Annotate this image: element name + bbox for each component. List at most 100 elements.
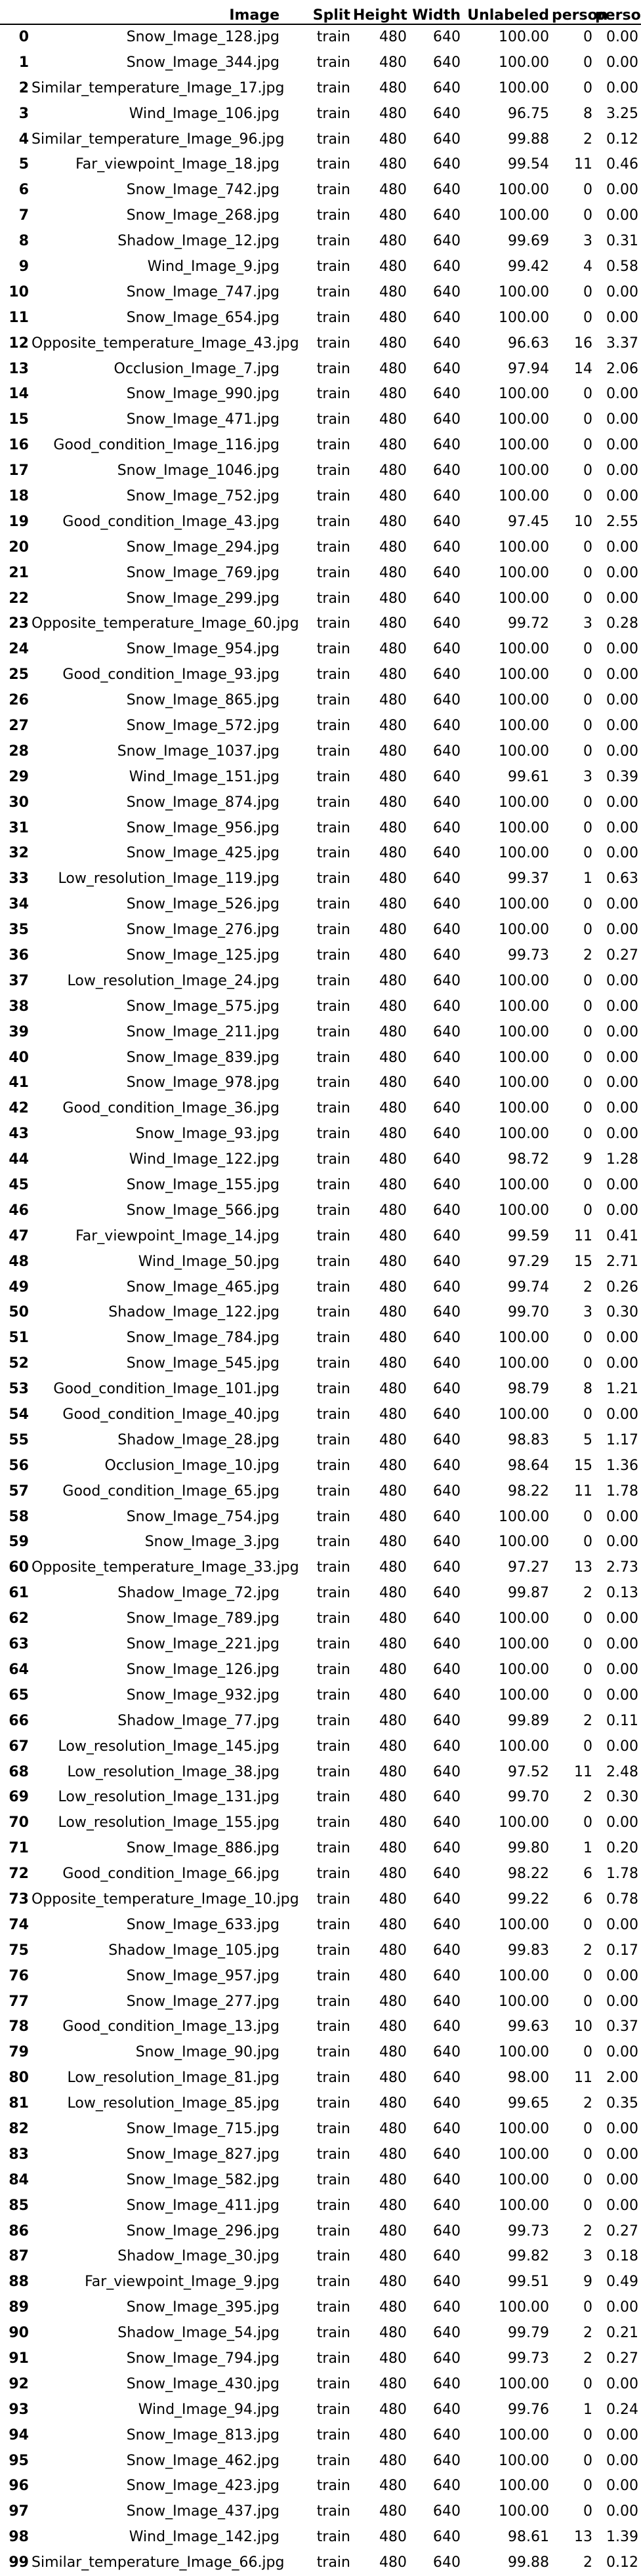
cell-width: 640 [433,1866,461,1883]
cell-image: Shadow_Image_77.jpg [117,1712,279,1729]
cell-width: 640 [433,105,461,122]
cell-person-count: 2 [583,1278,592,1296]
cell-person-percent: 0.00 [606,29,638,46]
cell-person-count: 0 [583,386,592,403]
cell-person-count: 2 [583,2222,592,2239]
cell-unlabeled: 99.89 [508,1712,549,1729]
cell-person-percent: 0.00 [606,1508,638,1525]
cell-unlabeled: 100.00 [499,2197,549,2214]
cell-width: 640 [433,54,461,71]
cell-person-count: 0 [583,845,592,862]
cell-split: train [316,513,350,530]
cell-split: train [316,233,350,250]
cell-unlabeled: 98.79 [508,1381,549,1398]
cell-unlabeled: 100.00 [499,1967,549,1984]
cell-split: train [316,283,350,300]
cell-unlabeled: 100.00 [499,79,549,96]
table-row: 20 Snow_Image_294.jpg train 480 640 100.00 0 0.… [0,535,641,560]
table-row: 1 Snow_Image_344.jpg train 480 640 100.00 0 0.0… [0,50,641,75]
cell-person-count: 0 [583,2503,592,2520]
row-index: 71 [9,1840,29,1857]
cell-unlabeled: 97.45 [508,513,549,530]
cell-unlabeled: 100.00 [499,1661,549,1678]
row-index: 48 [9,1253,29,1270]
cell-height: 480 [379,2120,407,2137]
cell-height: 480 [379,437,407,454]
cell-image: Wind_Image_106.jpg [129,105,279,122]
cell-width: 640 [433,1993,461,2010]
row-index: 68 [9,1763,29,1780]
cell-height: 480 [379,2274,407,2291]
cell-unlabeled: 97.29 [508,1253,549,1270]
table-row: 86 Snow_Image_296.jpg train 480 640 99.73 2 0.2… [0,2218,641,2244]
cell-unlabeled: 99.51 [508,2274,549,2291]
cell-person-percent: 0.00 [606,309,638,326]
cell-height: 480 [379,666,407,684]
row-index: 49 [9,1278,29,1296]
cell-image: Opposite_temperature_Image_33.jpg [31,1559,299,1576]
cell-image: Snow_Image_296.jpg [126,2222,279,2239]
cell-unlabeled: 99.72 [508,615,549,632]
cell-height: 480 [379,922,407,939]
row-index: 69 [9,1789,29,1806]
cell-image: Snow_Image_813.jpg [126,2426,279,2443]
cell-person-count: 0 [583,29,592,46]
cell-split: train [316,131,350,148]
table-row: 83 Snow_Image_827.jpg train 480 640 100.00 0 0.… [0,2142,641,2167]
cell-split: train [316,922,350,939]
table-row: 40 Snow_Image_839.jpg train 480 640 100.00 0 0.… [0,1045,641,1071]
row-index: 84 [9,2171,29,2188]
cell-split: train [316,1712,350,1729]
cell-width: 640 [433,1687,461,1704]
cell-person-count: 10 [574,513,592,530]
row-index: 5 [18,156,29,173]
cell-height: 480 [379,207,407,224]
cell-height: 480 [379,29,407,46]
cell-split: train [316,2248,350,2265]
row-index: 22 [9,590,29,607]
cell-unlabeled: 100.00 [499,1610,549,1627]
cell-unlabeled: 99.74 [508,1278,549,1296]
header-row: Image Split Height Width Unlabeled perso… [0,0,641,25]
cell-unlabeled: 100.00 [499,1916,549,1933]
cell-person-count: 0 [583,564,592,581]
table-row: 64 Snow_Image_126.jpg train 480 640 100.00 0 0.… [0,1657,641,1683]
cell-width: 640 [433,1253,461,1270]
cell-width: 640 [433,870,461,888]
cell-person-count: 0 [583,972,592,989]
cell-person-percent: 1.39 [606,2529,638,2546]
row-index: 31 [9,819,29,836]
row-index: 92 [9,2375,29,2392]
row-index: 57 [9,1482,29,1500]
row-index: 78 [9,2018,29,2035]
row-index: 17 [9,462,29,480]
cell-width: 640 [433,1738,461,1755]
cell-image: Occlusion_Image_10.jpg [104,1457,279,1474]
cell-person-percent: 0.00 [606,54,638,71]
cell-split: train [316,1534,350,1551]
cell-split: train [316,1610,350,1627]
cell-image: Snow_Image_344.jpg [126,54,279,71]
row-index: 23 [9,615,29,632]
cell-person-count: 3 [583,768,592,785]
cell-unlabeled: 99.54 [508,156,549,173]
cell-person-count: 2 [583,2554,592,2571]
row-index: 1 [18,54,29,71]
cell-image: Shadow_Image_54.jpg [117,2325,279,2342]
table-row: 58 Snow_Image_754.jpg train 480 640 100.00 0 0.… [0,1504,641,1530]
cell-height: 480 [379,156,407,173]
cell-width: 640 [433,283,461,300]
row-index: 30 [9,794,29,811]
table-row: 14 Snow_Image_990.jpg train 480 640 100.00 0 0.… [0,381,641,407]
cell-person-count: 0 [583,794,592,811]
cell-person-count: 0 [583,641,592,658]
cell-unlabeled: 98.83 [508,1431,549,1448]
cell-unlabeled: 99.65 [508,2095,549,2112]
table-row: 23 Opposite_temperature_Image_60.jpg train… [0,611,641,636]
row-index: 12 [9,335,29,352]
cell-width: 640 [433,1023,461,1040]
cell-width: 640 [433,233,461,250]
cell-height: 480 [379,411,407,428]
table-row: 8 Shadow_Image_12.jpg train 480 640 99.69 3 0.3… [0,228,641,254]
